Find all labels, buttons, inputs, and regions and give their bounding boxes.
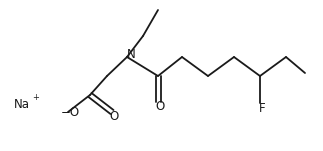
Text: N: N (127, 48, 135, 61)
Text: −O: −O (60, 106, 79, 119)
Text: F: F (259, 101, 265, 114)
Text: O: O (155, 101, 165, 114)
Text: O: O (109, 111, 119, 124)
Text: Na: Na (14, 98, 30, 111)
Text: +: + (33, 93, 39, 101)
